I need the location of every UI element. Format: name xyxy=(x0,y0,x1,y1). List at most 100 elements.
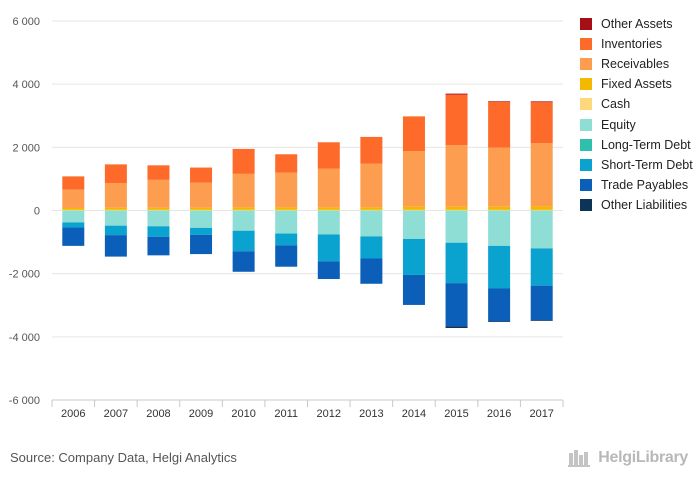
bar-segment xyxy=(488,288,511,322)
legend-swatch xyxy=(580,178,592,191)
bar-segment xyxy=(275,207,298,210)
bar-segment xyxy=(147,209,170,211)
bar-segment xyxy=(190,209,213,211)
bar-segment xyxy=(104,210,127,226)
brand-name: HelgiLibrary xyxy=(598,449,688,466)
bar-segment xyxy=(62,227,85,246)
bar-segment xyxy=(488,101,511,148)
bar-segment xyxy=(445,145,468,207)
legend-swatch xyxy=(580,38,592,51)
bar-segment xyxy=(445,210,468,243)
bar-segment xyxy=(232,207,255,210)
legend-label: Long-Term Debt xyxy=(601,137,691,152)
x-tick-label: 2006 xyxy=(61,408,85,420)
bar-segment xyxy=(530,143,553,207)
x-tick-label: 2016 xyxy=(487,408,511,420)
bar-segment xyxy=(232,209,255,211)
bar-segment xyxy=(445,209,468,211)
y-tick-label: 4 000 xyxy=(12,79,40,91)
bar-segment xyxy=(402,274,425,305)
bar-segment xyxy=(445,94,468,146)
bar-segment xyxy=(147,179,170,208)
x-tick-label: 2011 xyxy=(274,408,298,420)
bar-segment xyxy=(488,101,511,102)
bar-segment xyxy=(488,210,511,246)
x-tick-label: 2013 xyxy=(359,408,383,420)
x-tick-label: 2009 xyxy=(189,408,213,420)
source-note: Source: Company Data, Helgi Analytics xyxy=(10,450,237,465)
bar-segment xyxy=(488,209,511,211)
bar-segment xyxy=(62,209,85,211)
legend-item[interactable]: Receivables xyxy=(580,54,693,74)
bar-segment xyxy=(402,238,425,275)
bar-segment xyxy=(62,207,85,210)
legend-label: Fixed Assets xyxy=(601,77,672,92)
bar-segment xyxy=(317,261,340,280)
bar-segment xyxy=(190,210,213,228)
legend-swatch xyxy=(580,58,592,71)
legend-item[interactable]: Cash xyxy=(580,94,693,114)
bar-segment xyxy=(530,210,553,249)
bar-segment xyxy=(402,209,425,211)
legend-swatch xyxy=(580,78,592,91)
bar-segment xyxy=(62,189,85,208)
legend-label: Trade Payables xyxy=(601,177,689,192)
y-tick-label: 2 000 xyxy=(12,142,40,154)
legend-swatch xyxy=(580,118,592,131)
bar-segment xyxy=(402,206,425,210)
bar-segment xyxy=(317,168,340,208)
bar-segment xyxy=(104,209,127,211)
brand-logo: HelgiLibrary xyxy=(568,449,688,467)
x-tick-label: 2015 xyxy=(444,408,468,420)
bar-segment xyxy=(360,258,383,284)
legend: Other Assets Inventories Receivables Fixed … xyxy=(580,14,693,215)
bar-segment xyxy=(275,172,298,208)
bar-segment xyxy=(317,142,340,169)
bar-segment xyxy=(445,283,468,327)
bar-segment xyxy=(360,207,383,210)
legend-label: Equity xyxy=(601,117,636,132)
legend-item[interactable]: Equity xyxy=(580,114,693,134)
x-tick-label: 2008 xyxy=(146,408,170,420)
legend-item[interactable]: Fixed Assets xyxy=(580,74,693,94)
bar-segment xyxy=(445,206,468,210)
bar-segment xyxy=(104,225,127,236)
bar-segment xyxy=(104,183,127,208)
bar-segment xyxy=(62,210,85,223)
bar-segment xyxy=(488,321,511,322)
bar-segment xyxy=(360,163,383,208)
legend-item[interactable]: Trade Payables xyxy=(580,175,693,195)
bar-segment xyxy=(530,102,553,144)
legend-item[interactable]: Inventories xyxy=(580,34,693,54)
x-tick-label: 2010 xyxy=(231,408,255,420)
bar-segment xyxy=(402,116,425,152)
legend-item[interactable]: Other Assets xyxy=(580,14,693,34)
y-tick-label: 6 000 xyxy=(12,16,40,28)
bar-segment xyxy=(147,210,170,227)
bar-segment xyxy=(317,209,340,211)
bar-segment xyxy=(445,326,468,328)
legend-swatch xyxy=(580,98,592,111)
bar-segment xyxy=(232,148,255,174)
legend-item[interactable]: Short-Term Debt xyxy=(580,155,693,175)
legend-swatch xyxy=(580,18,592,31)
bar-segment xyxy=(360,209,383,211)
legend-swatch xyxy=(580,158,592,171)
legend-label: Short-Term Debt xyxy=(601,157,693,172)
bar-segment xyxy=(530,209,553,211)
legend-item[interactable]: Other Liabilities xyxy=(580,195,693,215)
legend-item[interactable]: Long-Term Debt xyxy=(580,135,693,155)
bar-segment xyxy=(488,245,511,289)
bar-segment xyxy=(232,210,255,231)
bar-segment xyxy=(275,209,298,211)
bar-segment xyxy=(62,222,85,228)
bar-segment xyxy=(190,167,213,183)
library-icon xyxy=(568,450,591,467)
y-tick-label: -4 000 xyxy=(9,332,40,344)
bar-segment xyxy=(317,207,340,210)
bar-segment xyxy=(62,176,85,190)
bar-segment xyxy=(530,285,553,321)
bar-segment xyxy=(530,101,553,103)
bar-segment xyxy=(360,210,383,237)
bar-segment xyxy=(190,207,213,210)
